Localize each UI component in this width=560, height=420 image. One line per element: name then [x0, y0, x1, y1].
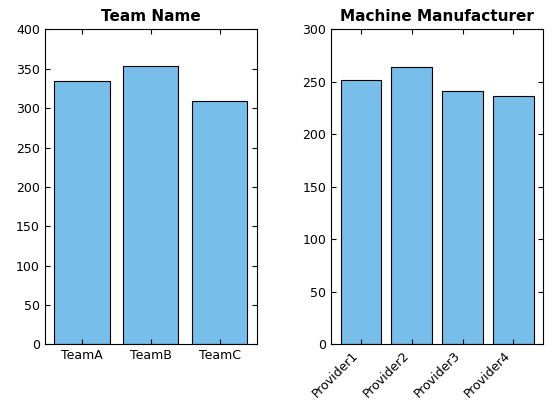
- Title: Machine Manufacturer: Machine Manufacturer: [340, 9, 534, 24]
- Title: Team Name: Team Name: [101, 9, 200, 24]
- Bar: [442, 91, 483, 344]
- Bar: [340, 80, 381, 344]
- Bar: [123, 66, 179, 344]
- Bar: [54, 81, 110, 344]
- Bar: [493, 95, 534, 344]
- Bar: [192, 101, 248, 344]
- Bar: [391, 67, 432, 344]
